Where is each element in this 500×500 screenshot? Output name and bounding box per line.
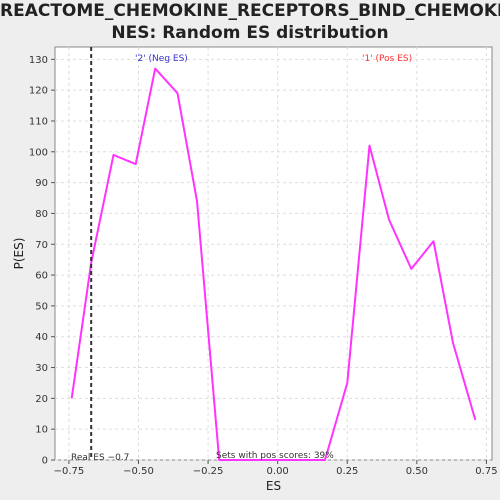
x-tick-label: 0.25 <box>336 466 358 477</box>
y-tick-label: 100 <box>29 147 48 158</box>
x-tick-label: 0.00 <box>267 466 289 477</box>
neg-es-label: '2' (Neg ES) <box>135 54 188 64</box>
series-group <box>70 67 477 461</box>
x-tick-label: −0.50 <box>123 466 154 477</box>
x-tick-label: −0.25 <box>193 466 224 477</box>
y-tick-label: 110 <box>29 116 48 127</box>
plot-area <box>54 46 493 461</box>
chart-title: REACTOME_CHEMOKINE_RECEPTORS_BIND_CHEMOK… <box>0 0 500 44</box>
y-tick-label: 20 <box>35 394 48 405</box>
sets-with-pos-scores-label: Sets with pos scores: 39% <box>216 451 334 461</box>
chart-title-line1: REACTOME_CHEMOKINE_RECEPTORS_BIND_CHEMOK… <box>0 1 500 21</box>
x-axis-label: ES <box>266 479 281 493</box>
y-tick-label: 130 <box>29 55 48 66</box>
y-tick-label: 40 <box>35 332 48 343</box>
x-axis-ticks: −0.75 −0.50 −0.25 0.00 0.25 0.50 0.75 <box>54 460 498 477</box>
grid-lines <box>55 47 492 461</box>
y-tick-label: 10 <box>35 425 48 436</box>
real-es-label: Real ES −0.7 <box>71 453 129 463</box>
y-tick-label: 30 <box>35 363 48 374</box>
y-tick-label: 50 <box>35 301 48 312</box>
y-tick-label: 70 <box>35 240 48 251</box>
x-tick-label: 0.50 <box>406 466 428 477</box>
y-tick-label: 80 <box>35 209 48 220</box>
y-tick-label: 120 <box>29 86 48 97</box>
y-axis-ticks: 0 10 20 30 40 50 60 70 80 90 100 110 120 130 <box>29 55 55 467</box>
y-tick-label: 60 <box>35 271 48 282</box>
x-tick-label: −0.75 <box>54 466 85 477</box>
x-tick-label: 0.75 <box>475 466 497 477</box>
chart-title-line2: NES: Random ES distribution <box>111 23 389 43</box>
y-axis-label: P(ES) <box>12 238 26 270</box>
y-tick-label: 90 <box>35 178 48 189</box>
y-tick-label: 0 <box>42 456 48 467</box>
pos-es-label: '1' (Pos ES) <box>362 54 412 64</box>
es-distribution-series <box>70 67 477 461</box>
